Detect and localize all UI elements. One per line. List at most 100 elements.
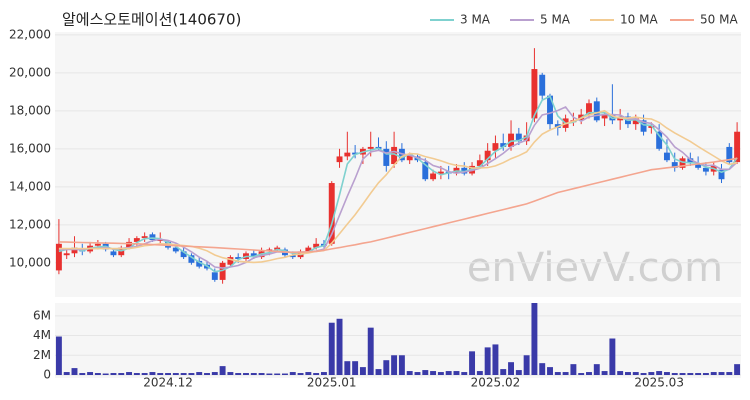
candle-body	[422, 162, 429, 180]
candle-body	[695, 164, 702, 168]
volume-bar	[336, 318, 343, 375]
candle-body	[172, 247, 179, 252]
candle-body	[601, 114, 608, 119]
y-tick-label: 10,000	[9, 255, 51, 269]
candle-body	[149, 234, 156, 241]
candle-body	[391, 146, 398, 165]
volume-bar	[523, 355, 530, 375]
volume-bar	[133, 373, 140, 375]
ma-line	[58, 157, 738, 254]
volume-bar	[547, 367, 553, 375]
volume-bar	[118, 373, 125, 375]
volume-bar	[508, 362, 514, 375]
candle-body	[671, 162, 678, 168]
volume-bar	[469, 351, 476, 375]
volume-bar	[266, 373, 273, 375]
legend-label: 5 MA	[540, 13, 571, 27]
volume-bar	[484, 347, 491, 375]
candle-body	[344, 152, 351, 157]
volume-bar	[172, 373, 179, 375]
candle-body	[250, 253, 257, 258]
volume-bar	[204, 373, 210, 375]
candle-body	[702, 167, 709, 172]
volume-bar	[687, 373, 694, 375]
y-tick-label: 16,000	[9, 141, 51, 155]
volume-bar	[586, 372, 592, 375]
candle-body	[726, 146, 733, 163]
volume-bar	[141, 373, 148, 375]
volume-bar	[305, 372, 312, 375]
volume-bar	[352, 361, 359, 375]
legend-label: 3 MA	[460, 13, 491, 27]
volume-bar	[359, 367, 366, 375]
candle-body	[126, 241, 133, 248]
candle-body	[679, 158, 686, 168]
ma-line	[58, 106, 738, 269]
candle-body	[734, 131, 741, 163]
volume-bar	[663, 372, 670, 375]
volume-bar	[94, 373, 101, 375]
volume-bar	[165, 373, 171, 375]
watermark: enVievV.com	[467, 245, 723, 291]
volume-bar	[375, 369, 382, 375]
candle-body	[484, 150, 491, 161]
volume-tick-label: 6M	[33, 308, 51, 322]
volume-bar	[102, 373, 109, 375]
candle-body	[188, 255, 195, 263]
price-panel	[55, 32, 741, 297]
candle-body	[133, 238, 140, 242]
volume-bar	[726, 372, 733, 375]
volume-bar	[55, 336, 62, 375]
volume-bar	[87, 372, 94, 375]
volume-bar	[625, 372, 631, 375]
volume-bar	[243, 373, 249, 375]
volume-bar	[617, 371, 624, 375]
volume-bar	[188, 373, 195, 375]
volume-bar	[671, 373, 678, 375]
volume-bar	[593, 364, 600, 375]
candle-body	[461, 167, 468, 174]
volume-bar	[422, 370, 429, 375]
volume-bar	[258, 373, 265, 375]
candle-body	[211, 272, 218, 280]
volume-bar	[570, 364, 577, 375]
y-tick-label: 18,000	[9, 103, 51, 117]
candle-body	[593, 101, 600, 121]
candle-body	[718, 169, 725, 180]
candle-body	[336, 156, 343, 163]
candle-body	[352, 152, 359, 155]
volume-bar	[289, 372, 296, 375]
candle-body	[71, 247, 78, 254]
volume-bar	[679, 373, 686, 375]
ma-line	[58, 109, 738, 264]
volume-bar	[328, 322, 335, 375]
candle-body	[196, 260, 203, 267]
volume-bar	[539, 363, 546, 375]
volume-bar	[453, 371, 460, 375]
volume-bar	[430, 371, 437, 375]
volume-bar	[71, 368, 78, 375]
volume-bar	[476, 371, 483, 375]
candle-body	[515, 133, 522, 142]
volume-bar	[601, 371, 608, 375]
candle-body	[289, 255, 296, 258]
volume-bar	[250, 373, 257, 375]
volume-bar	[282, 373, 288, 375]
volume-tick-label: 0	[43, 368, 51, 382]
volume-bar	[656, 371, 663, 375]
candle-body	[430, 173, 437, 180]
volume-bar	[406, 371, 413, 375]
candle-body	[508, 133, 514, 147]
volume-bar	[578, 373, 585, 375]
volume-bar	[227, 372, 234, 375]
volume-bar	[640, 373, 647, 375]
volume-bar	[702, 373, 709, 375]
volume-bar	[313, 373, 320, 375]
candle-body	[180, 251, 187, 258]
volume-tick-label: 4M	[33, 328, 51, 342]
candle-body	[539, 74, 546, 96]
candle-body	[305, 247, 312, 252]
candle-body	[406, 154, 413, 161]
volume-bar	[79, 373, 86, 375]
